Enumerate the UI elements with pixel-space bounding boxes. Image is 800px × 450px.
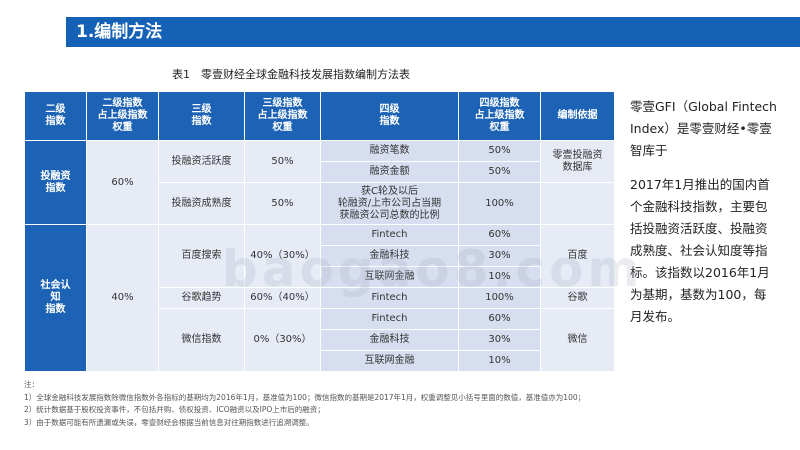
level4-weight-cell: 10%	[458, 350, 541, 372]
level4-index-cell: Fintech	[320, 224, 459, 246]
methodology-table: 二级 指数 二级指数 占上级指数 权重 三级 指数 三级指数 占上级指数 权重 四级 指…	[24, 91, 615, 372]
footnote-item: 1）全球金融科技发展指数除微信指数外各指标的基期均为2016年1月，基准值为10…	[24, 392, 586, 402]
footnote-item: 2）统计数据基于股权投资事件，不包括并购、债权投资、ICO融资以及IPO上市后的…	[24, 405, 325, 414]
level3-weight-cell: 0%（30%）	[244, 308, 321, 372]
level3-weight-cell: 60%（40%）	[244, 287, 321, 309]
table-header-row: 二级 指数 二级指数 占上级指数 权重 三级 指数 三级指数 占上级指数 权重 四级 指…	[24, 91, 615, 141]
footnotes: 注： 1）全球金融科技发展指数除微信指数外各指标的基期均为2016年1月，基准值…	[24, 379, 724, 429]
description-text: 零壹GFI（Global Fintech Index）是零壹财经•零壹智库于 2…	[630, 96, 778, 340]
description-paragraph: 2017年1月推出的国内首个金融科技指数，主要包括投融资活跃度、投融资成熟度、社…	[630, 177, 770, 324]
table-row: 投融资成熟度 50% 获C轮及以后 轮融资/上市公司占当期 获融资公司总数的比例 10…	[25, 182, 615, 225]
level4-weight-cell: 50%	[458, 140, 541, 162]
table-row: 融资金额 50%	[25, 161, 615, 183]
footnote-label: 注：	[24, 380, 39, 389]
basis-cell: 零壹投融资 数据库	[540, 140, 615, 183]
level4-weight-cell: 100%	[458, 287, 541, 309]
level4-index-cell: 融资笔数	[320, 140, 459, 162]
level4-weight-cell: 30%	[458, 245, 541, 267]
level4-weight-cell: 100%	[458, 182, 541, 225]
table-caption: 表1 零壹财经全球金融科技发展指数编制方法表	[172, 68, 410, 81]
column-header: 四级 指数	[320, 91, 459, 141]
level4-index-cell: Fintech	[320, 287, 459, 309]
basis-cell: 谷歌	[540, 287, 615, 309]
column-header: 三级指数 占上级指数 权重	[244, 91, 321, 141]
level2-weight-cell: 60%	[86, 140, 159, 225]
level4-index-cell: 互联网金融	[320, 350, 459, 372]
footnote-item: 3）由于数据可能有所遗漏或失误，零壹财经会根据当前信息对往期指数进行追溯调整。	[24, 417, 314, 427]
column-header: 四级指数 占上级指数 权重	[458, 91, 541, 141]
level4-index-cell: 金融科技	[320, 245, 459, 267]
description-paragraph: 零壹GFI（Global Fintech Index）是零壹财经•零壹智库于	[630, 99, 777, 158]
level2-index-cell: 投融资 指数	[24, 140, 87, 225]
column-header: 二级 指数	[24, 91, 87, 141]
level4-index-cell: 融资金额	[320, 161, 459, 183]
column-header: 编制依据	[540, 91, 615, 141]
level2-index-cell: 社会认 知 指数	[24, 224, 87, 372]
level3-weight-cell: 50%	[244, 182, 321, 225]
basis-cell: 百度	[540, 224, 615, 288]
level4-weight-cell: 10%	[458, 266, 541, 288]
column-header: 二级指数 占上级指数 权重	[86, 91, 159, 141]
level4-index-cell: 互联网金融	[320, 266, 459, 288]
level2-weight-cell: 40%	[86, 224, 159, 372]
basis-cell: 微信	[540, 308, 615, 372]
level3-index-cell: 投融资活跃度	[158, 140, 245, 183]
table-row: 谷歌趋势 60%（40%） Fintech 100% 谷歌	[25, 287, 615, 309]
table-row: 微信指数 0%（30%） Fintech 60% 微信	[25, 308, 615, 372]
level3-index-cell: 百度搜索	[158, 224, 245, 288]
table-row: 金融科技 30%	[25, 245, 615, 267]
level3-weight-cell: 50%	[244, 140, 321, 183]
table-row: 互联网金融 10%	[25, 266, 615, 288]
column-header: 三级 指数	[158, 91, 245, 141]
level3-index-cell: 微信指数	[158, 308, 245, 372]
table-row: 社会认 知 指数 40% 百度搜索 40%（30%） Fintech 60% 百度	[24, 224, 615, 372]
level4-index-cell: 获C轮及以后 轮融资/上市公司占当期 获融资公司总数的比例	[320, 182, 459, 225]
level3-index-cell: 投融资成熟度	[158, 182, 245, 225]
section-header-bar: 1.编制方法	[66, 17, 800, 47]
level4-weight-cell: 30%	[458, 329, 541, 351]
level4-weight-cell: 60%	[458, 308, 541, 330]
basis-cell	[540, 182, 615, 225]
section-title: 1.编制方法	[76, 22, 163, 42]
level3-weight-cell: 40%（30%）	[244, 224, 321, 288]
level3-index-cell: 谷歌趋势	[158, 287, 245, 309]
level4-index-cell: 金融科技	[320, 329, 459, 351]
table-row: 互联网金融 10%	[25, 350, 615, 372]
level4-weight-cell: 50%	[458, 161, 541, 183]
table-row: 投融资 指数 60% 投融资活跃度 50% 融资笔数 50% 零壹投融资 数据库	[24, 140, 615, 225]
level4-weight-cell: 60%	[458, 224, 541, 246]
level4-index-cell: Fintech	[320, 308, 459, 330]
